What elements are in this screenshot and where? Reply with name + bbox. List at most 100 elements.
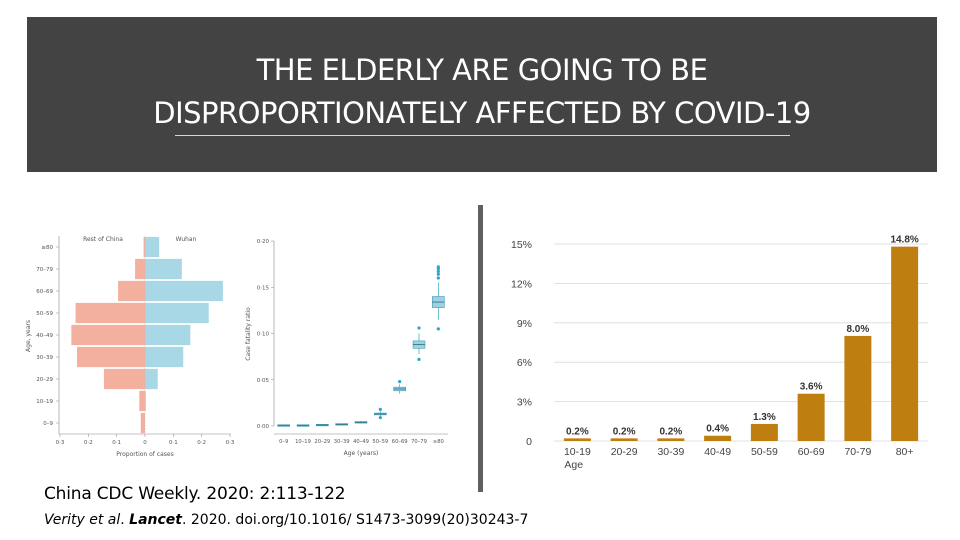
bar — [563, 438, 591, 441]
pyramid-x-tick-label: 0·1 — [112, 440, 121, 446]
box-y-tick-label: 0·15 — [257, 285, 270, 291]
box-y-tick-label: 0·10 — [257, 332, 270, 338]
pyramid-bar-left — [77, 346, 145, 368]
pyramid-bar-right — [145, 280, 223, 302]
pyramid-bar-left — [140, 412, 145, 434]
bar — [891, 246, 919, 441]
pyramid-category-label: 10–19 — [36, 399, 53, 405]
bar-category-label: 80+ — [896, 446, 914, 458]
bar-data-label: 0.2% — [566, 426, 589, 437]
bar-category-label: 40-49 — [704, 446, 731, 458]
pyramid-category-label: 20–29 — [36, 377, 53, 383]
pyramid-x-tick-label: 0·3 — [226, 440, 235, 446]
box-category-label: 40–49 — [353, 439, 369, 445]
bar — [797, 393, 825, 441]
pyramid-bar-left — [118, 280, 145, 302]
pyramid-x-axis-label: Proportion of cases — [116, 451, 173, 458]
citation-journal: Lancet — [129, 512, 182, 528]
box-y-tick-label: 0·00 — [257, 424, 270, 430]
box-category-label: ≥80 — [433, 439, 444, 445]
bar-x-axis-label: Age — [564, 459, 583, 471]
bar-y-tick-label: 15% — [511, 239, 532, 251]
pyramid-bar-right — [145, 324, 191, 346]
pyramid-category-label: 70–79 — [36, 267, 53, 273]
pyramid-left-label: Rest of China — [83, 236, 123, 243]
bar-y-tick-label: 12% — [511, 278, 532, 290]
box-y-tick-label: 0·05 — [257, 378, 270, 384]
pyramid-bar-left — [135, 258, 145, 280]
box-outlier — [417, 326, 421, 330]
box-category-label: 10–19 — [295, 439, 311, 445]
pyramid-category-label: ≥80 — [41, 245, 53, 251]
pyramid-x-tick-label: 0·1 — [169, 440, 178, 446]
box-outlier — [436, 265, 440, 269]
box-y-axis-label: Case fatality ratio — [245, 307, 252, 361]
bar-y-tick-label: 3% — [517, 397, 532, 409]
pyramid-bar-left — [75, 302, 145, 324]
bar-data-label: 3.6% — [800, 382, 823, 393]
left-figure: Rest of China Wuhan0–910–1920–2930–3940–4… — [25, 236, 448, 458]
box-x-axis-label: Age (years) — [344, 450, 379, 457]
pyramid-bar-right — [145, 346, 184, 368]
box-outlier — [436, 269, 440, 274]
bar — [844, 335, 872, 441]
bar-data-label: 0.2% — [613, 426, 636, 437]
box-outlier — [398, 380, 402, 384]
bar — [657, 438, 685, 441]
bar-data-label: 0.2% — [659, 426, 682, 437]
pyramid-bar-left — [143, 236, 145, 258]
bar-data-label: 14.8% — [890, 235, 918, 246]
pyramid-bar-right — [145, 390, 146, 412]
pyramid-x-tick-label: 0·2 — [197, 440, 206, 446]
pyramid-category-label: 0–9 — [43, 421, 53, 427]
pyramid-x-tick-label: 0 — [143, 440, 147, 446]
title-banner: THE ELDERLY ARE GOING TO BE DISPROPORTIO… — [27, 17, 937, 172]
box-category-label: 70–79 — [411, 439, 427, 445]
bar-data-label: 1.3% — [753, 412, 776, 423]
pyramid-category-label: 40–49 — [36, 333, 53, 339]
bar-data-label: 8.0% — [846, 324, 869, 335]
bar-y-tick-label: 9% — [517, 318, 532, 330]
box-category-label: 50–59 — [372, 439, 388, 445]
title-line-1: THE ELDERLY ARE GOING TO BE — [256, 53, 708, 87]
title-line-2: DISPROPORTIONATELY AFFECTED BY COVID-19 — [153, 96, 811, 130]
box-outlier — [436, 276, 440, 280]
pyramid-bar-right — [145, 236, 160, 258]
pyramid-bar-left — [71, 324, 145, 346]
box-outlier — [436, 327, 440, 331]
box-category-label: 20–29 — [314, 439, 330, 445]
pyramid-y-axis-label: Age, years — [25, 320, 32, 352]
bar-category-label: 50-59 — [751, 446, 778, 458]
citation-china-cdc: China CDC Weekly. 2020: 2:113-122 — [44, 484, 346, 504]
box-y-tick-label: 0·20 — [257, 239, 270, 245]
bar-y-tick-label: 0 — [526, 436, 532, 448]
bar — [750, 423, 778, 441]
box-outlier — [417, 357, 421, 361]
age-fatality-bar-chart: 0 3% 6% 9% 12% 15% 0.2% 10-19 0.2% 20-29 0.2% 30-39… — [511, 235, 928, 471]
bar-category-label: 70-79 — [844, 446, 871, 458]
bar-category-label: 10-19 — [564, 446, 591, 458]
pyramid-bar-right — [145, 368, 158, 390]
pyramid-category-label: 50–59 — [36, 311, 53, 317]
citation-separator: . — [120, 512, 130, 528]
bar-category-label: 60-69 — [798, 446, 825, 458]
citation-author: Verity et al — [44, 512, 121, 528]
pyramid-bar-left — [103, 368, 145, 390]
bar-data-label: 0.4% — [706, 424, 729, 435]
box-outlier — [378, 416, 382, 420]
bar-y-tick-label: 6% — [517, 357, 532, 369]
citation-rest: . 2020. doi.org/10.1016/ S1473-3099(20)3… — [182, 512, 529, 528]
pyramid-right-label: Wuhan — [176, 236, 197, 243]
pyramid-bar-right — [145, 258, 182, 280]
bar-category-label: 20-29 — [611, 446, 638, 458]
box-category-label: 60–69 — [392, 439, 408, 445]
box-category-label: 0–9 — [279, 439, 288, 445]
pyramid-bar-left — [139, 390, 145, 412]
title-underline — [175, 135, 790, 136]
pyramid-x-tick-label: 0·2 — [84, 440, 93, 446]
pyramid-category-label: 60–69 — [36, 289, 53, 295]
bar — [704, 435, 732, 441]
citation-lancet: Verity et al. Lancet. 2020. doi.org/10.1… — [44, 512, 528, 528]
vertical-divider — [478, 205, 483, 492]
box-category-label: 30–39 — [334, 439, 350, 445]
